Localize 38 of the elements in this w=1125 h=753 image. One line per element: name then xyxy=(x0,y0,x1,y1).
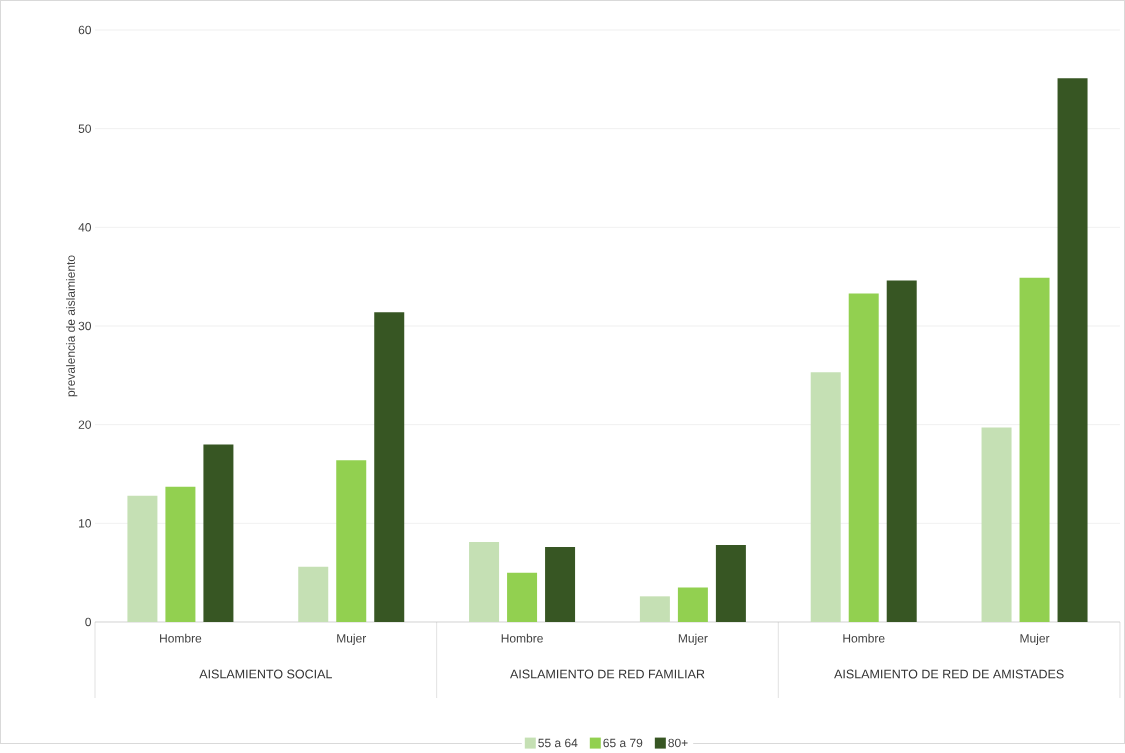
bar xyxy=(715,545,746,623)
y-tick-label: 40 xyxy=(78,223,92,232)
x-tick-label: Hombre xyxy=(501,633,543,643)
bar xyxy=(639,596,670,623)
x-tick-label: Mujer xyxy=(678,633,708,646)
y-tick-label: 20 xyxy=(78,420,92,430)
bar xyxy=(203,444,234,623)
text: AISLAMIENTO DE RED FAMILIAR xyxy=(510,669,705,679)
bar xyxy=(127,495,158,623)
legend-label: 55 a 64 xyxy=(538,738,578,748)
y-tick-label: 60 xyxy=(78,25,92,35)
bar xyxy=(1019,277,1050,623)
bar xyxy=(298,566,329,623)
bar xyxy=(1057,78,1088,623)
x-tick-label: Mujer xyxy=(337,633,367,646)
bar xyxy=(810,372,841,623)
bar xyxy=(336,460,367,623)
legend-label: 65 a 79 xyxy=(603,738,643,748)
bar xyxy=(848,293,879,623)
x-tick-label: Mujer xyxy=(1020,633,1050,646)
text: AISLAMIENTO SOCIAL xyxy=(199,669,332,679)
bar xyxy=(374,312,405,623)
legend-label: 80+ xyxy=(668,738,688,748)
bar xyxy=(507,572,538,623)
bar xyxy=(545,547,576,623)
bar xyxy=(469,542,500,623)
bar xyxy=(677,587,708,623)
y-tick-label: 50 xyxy=(78,124,92,134)
y-tick-label: 10 xyxy=(79,519,92,528)
x-tick-label: Hombre xyxy=(843,633,885,643)
bar xyxy=(981,427,1012,623)
bar xyxy=(886,280,917,623)
y-tick-label: 0 xyxy=(85,617,92,627)
text: AISLAMIENTO DE RED DE AMISTADES xyxy=(834,669,1064,679)
x-tick-label: Hombre xyxy=(160,633,202,643)
y-axis-title: prevalencia de aislamiento xyxy=(66,255,78,397)
bar xyxy=(165,487,196,623)
y-tick-label: 30 xyxy=(78,321,92,331)
